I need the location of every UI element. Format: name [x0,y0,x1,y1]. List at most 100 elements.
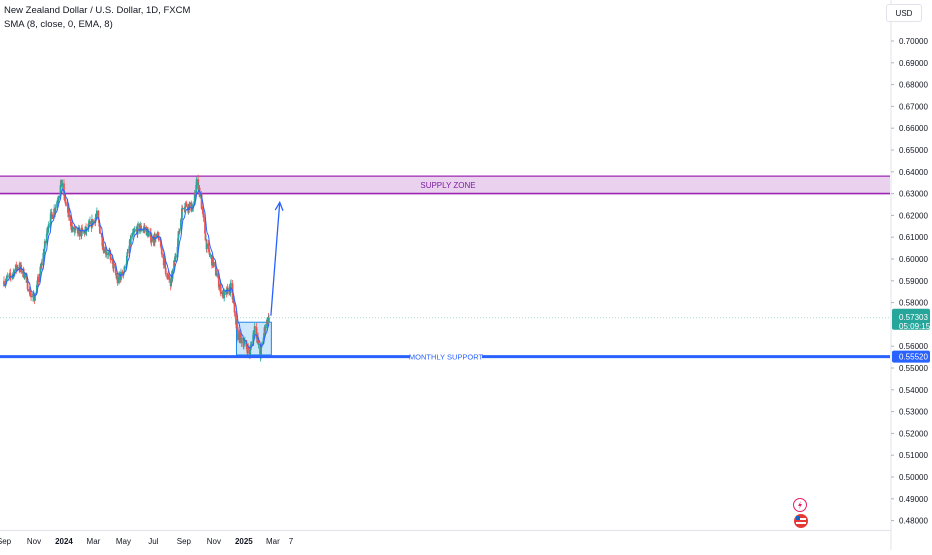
candle-body[interactable] [116,277,119,284]
candle-body[interactable] [263,333,265,338]
candle-body[interactable] [32,293,35,297]
candle-body[interactable] [109,254,112,261]
candle-body[interactable] [250,344,253,346]
candle-body[interactable] [98,222,101,227]
candle-body[interactable] [150,240,153,243]
candle-body[interactable] [174,256,177,258]
candle-body[interactable] [218,285,221,287]
support-price-tag[interactable] [892,350,930,363]
candle-body[interactable] [142,229,144,231]
candle-body[interactable] [43,248,46,255]
candle-body[interactable] [78,229,81,237]
candle-body[interactable] [197,179,200,189]
candle-body[interactable] [136,224,139,235]
candle-body[interactable] [51,214,54,219]
projection-arrow-line[interactable] [270,202,281,316]
candle-body[interactable] [84,229,86,234]
candle-body[interactable] [29,289,31,296]
candle-body[interactable] [180,219,182,230]
candle-body[interactable] [159,239,162,247]
candle-body[interactable] [106,253,109,255]
symbol-title[interactable]: New Zealand Dollar / U.S. Dollar, 1D, FX… [4,5,191,16]
candle-body[interactable] [49,222,52,225]
candle-body[interactable] [42,253,45,266]
candle-body[interactable] [47,224,50,228]
candle-body[interactable] [252,334,255,346]
candle-body[interactable] [233,304,236,313]
candle-body[interactable] [99,233,102,234]
candle-body[interactable] [129,237,132,244]
candle-body[interactable] [38,273,41,283]
candle-body[interactable] [183,207,186,209]
candle-body[interactable] [74,228,77,231]
candle-body[interactable] [164,267,167,274]
candle-body[interactable] [95,210,98,216]
candle-body[interactable] [65,202,67,203]
candle-body[interactable] [111,258,114,261]
candle-body[interactable] [30,296,32,297]
candle-body[interactable] [230,283,232,285]
candle-body[interactable] [188,202,191,205]
candle-body[interactable] [206,243,208,250]
candle-body[interactable] [3,280,5,286]
candle-body[interactable] [118,274,120,284]
candle-body[interactable] [125,255,128,264]
candle-body[interactable] [150,232,152,243]
candle-body[interactable] [161,254,164,255]
candle-body[interactable] [257,343,260,345]
candle-body[interactable] [133,230,136,232]
candle-body[interactable] [193,193,196,205]
candle-body[interactable] [135,229,138,231]
candle-body[interactable] [236,323,238,327]
candle-body[interactable] [95,215,98,217]
sma-line[interactable] [3,188,270,349]
candle-body[interactable] [164,261,167,268]
candle-body[interactable] [126,252,129,256]
candle-body[interactable] [212,262,215,266]
candle-body[interactable] [185,202,188,207]
candle-body[interactable] [64,194,66,202]
candle-body[interactable] [57,198,60,201]
candle-body[interactable] [69,215,72,227]
candle-body[interactable] [146,228,148,236]
candle-body[interactable] [107,252,110,255]
candle-body[interactable] [181,208,183,220]
candle-body[interactable] [36,284,38,293]
candle-body[interactable] [167,274,170,276]
candle-body[interactable] [130,236,133,238]
candle-body[interactable] [243,341,246,345]
candle-body[interactable] [108,251,111,253]
candle-body[interactable] [217,273,220,288]
candle-body[interactable] [204,233,207,241]
candle-body[interactable] [95,216,97,218]
candle-body[interactable] [264,326,267,332]
candle-body[interactable] [59,185,62,196]
candle-body[interactable] [168,275,171,281]
candle-body[interactable] [133,231,136,233]
candle-body[interactable] [8,275,10,277]
candle-body[interactable] [242,344,245,347]
candle-body[interactable] [128,245,131,253]
candle-body[interactable] [182,208,184,209]
candle-body[interactable] [257,337,260,344]
candle-body[interactable] [100,233,103,238]
candle-body[interactable] [8,274,11,276]
candle-body[interactable] [131,232,134,237]
candle-body[interactable] [233,302,235,305]
candle-body[interactable] [262,337,265,344]
candle-body[interactable] [121,271,124,275]
indicator-legend[interactable]: SMA (8, close, 0, EMA, 8) [4,19,113,30]
candle-body[interactable] [223,291,226,299]
candle-body[interactable] [126,252,129,254]
candle-body[interactable] [166,274,169,279]
candle-body[interactable] [247,346,250,350]
candle-body[interactable] [198,186,201,188]
candle-body[interactable] [92,220,95,222]
candle-body[interactable] [239,333,242,343]
candle-body[interactable] [36,280,39,285]
candle-body[interactable] [154,237,157,242]
candle-body[interactable] [97,219,100,223]
candle-body[interactable] [215,275,218,277]
candle-body[interactable] [57,200,59,202]
